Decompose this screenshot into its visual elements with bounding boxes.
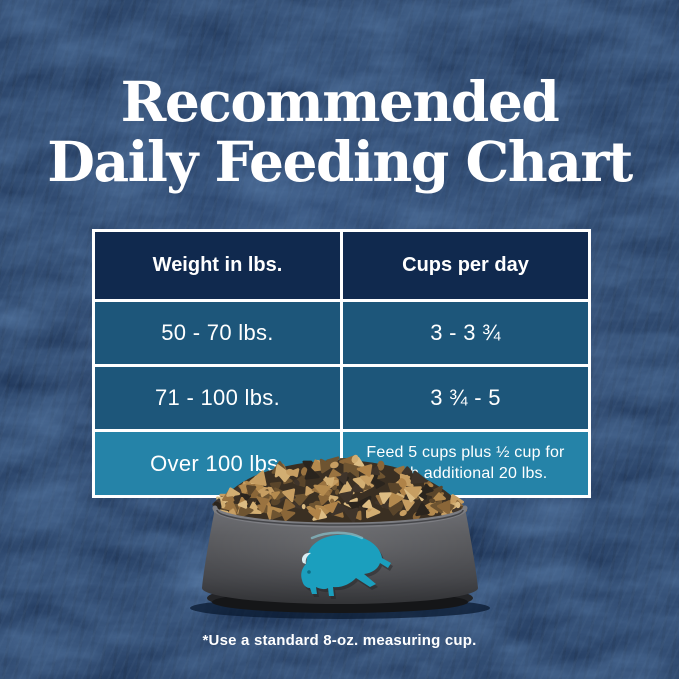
buffalo-body [301, 534, 391, 596]
table-row-2-cups: 3 ¾ - 5 [343, 367, 588, 429]
feeding-table: Weight in lbs. Cups per day 50 - 70 lbs.… [92, 229, 591, 498]
kibble-pile [212, 454, 468, 523]
table-row-1-cups: 3 - 3 ¾ [343, 302, 588, 364]
column-header-cups: Cups per day [343, 232, 588, 299]
buffalo-eye [307, 570, 311, 574]
buffalo-horn [301, 552, 311, 564]
footnote: *Use a standard 8-oz. measuring cup. [202, 632, 477, 649]
buffalo-logo-icon [301, 531, 393, 599]
page-title: Recommended Daily Feeding Chart [0, 72, 679, 192]
column-header-weight: Weight in lbs. [95, 232, 340, 299]
dog-bowl-illustration [190, 454, 490, 619]
page-title-line-2: Daily Feeding Chart [47, 129, 633, 194]
page-title-line-1: Recommended [120, 69, 560, 134]
bowl-rim-front-shade [216, 509, 464, 526]
table-row-1-weight: 50 - 70 lbs. [95, 302, 340, 364]
table-row-2-weight: 71 - 100 lbs. [95, 367, 340, 429]
buffalo-back-highlight [310, 531, 364, 540]
